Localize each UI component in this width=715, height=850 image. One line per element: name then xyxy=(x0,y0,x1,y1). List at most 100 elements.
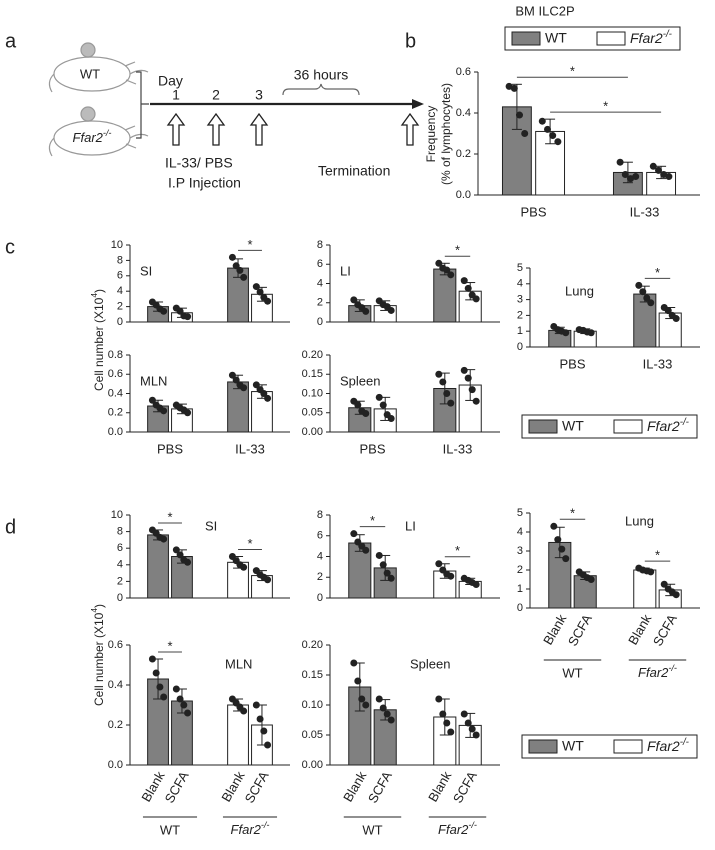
legend-swatch xyxy=(613,739,643,754)
x-tick-label: IL-33 xyxy=(630,204,660,219)
data-point xyxy=(375,695,383,703)
group-label: Ffar2-/- xyxy=(231,820,270,837)
text-part: Ffar2 xyxy=(231,822,262,837)
injection-arrows xyxy=(166,112,420,146)
data-point xyxy=(354,677,362,685)
data-point xyxy=(387,574,395,582)
data-point xyxy=(447,399,455,407)
arrow xyxy=(400,112,420,146)
data-point xyxy=(252,283,260,291)
text-part: Ffar2 xyxy=(438,822,469,837)
data-point xyxy=(362,701,370,709)
data-point xyxy=(562,329,570,337)
data-point xyxy=(587,576,595,583)
panel-label: a xyxy=(5,30,17,52)
significance-label: * xyxy=(167,509,172,524)
data-point xyxy=(160,693,168,701)
data-point xyxy=(362,546,370,554)
y-tick-label: 1 xyxy=(517,583,523,595)
bar-label: SCFA xyxy=(242,768,272,805)
significance-label: * xyxy=(247,237,252,252)
y-tick-label: 0.2 xyxy=(456,148,471,160)
y-tick-label: 8 xyxy=(117,254,123,266)
data-point xyxy=(350,659,358,667)
data-point xyxy=(543,125,551,133)
y-tick-label: 0.4 xyxy=(108,679,123,691)
termination: Termination xyxy=(318,163,390,179)
bar-label: SCFA xyxy=(650,611,680,648)
chart-title: Spleen xyxy=(340,373,380,388)
data-point xyxy=(447,728,455,736)
chart-title: Lung xyxy=(565,283,594,298)
y-tick-label: 0.20 xyxy=(302,639,323,651)
superscript: 4 xyxy=(89,293,99,298)
data-point xyxy=(260,727,268,735)
mouse-whiskers xyxy=(124,61,149,85)
y-tick-label: 2 xyxy=(517,564,523,576)
chart-title: LI xyxy=(405,518,416,533)
mouse-ear xyxy=(80,42,96,58)
bar xyxy=(501,106,532,196)
bracket xyxy=(136,71,149,139)
data-point xyxy=(439,378,447,386)
y-tick-label: 6 xyxy=(117,270,123,282)
superscript: 4 xyxy=(89,608,99,613)
legend-label: Ffar2-/- xyxy=(647,417,690,434)
data-point xyxy=(387,306,395,314)
mouse-label: Ffar2-/- xyxy=(73,128,112,145)
data-point xyxy=(443,266,451,274)
y-tick-label: 0.05 xyxy=(302,407,323,419)
legend-swatch xyxy=(528,419,558,434)
treatment: IL-33/ PBS xyxy=(165,155,233,171)
text-part: Ffar2 xyxy=(638,665,669,680)
significance-label: * xyxy=(455,543,460,558)
chart-title: SI xyxy=(140,263,152,278)
superscript: -/- xyxy=(663,29,673,40)
legend-label: Ffar2-/- xyxy=(647,737,690,754)
y-tick-label: 0 xyxy=(117,592,123,604)
significance-label: * xyxy=(370,513,375,528)
x-tick-label: PBS xyxy=(520,204,546,219)
data-point xyxy=(554,138,562,146)
superscript: -/- xyxy=(468,820,477,830)
data-point xyxy=(252,701,260,709)
data-point xyxy=(443,390,451,397)
group-label: WT xyxy=(362,822,382,837)
data-point xyxy=(550,522,558,530)
data-point xyxy=(439,710,447,718)
diagram-shapes xyxy=(48,42,360,157)
y-tick-label: 8 xyxy=(317,509,323,521)
data-point xyxy=(184,709,192,717)
y-tick-label: 2 xyxy=(117,575,123,587)
data-point xyxy=(148,655,156,663)
superscript: -/- xyxy=(261,820,270,830)
y-tick-label: 0.0 xyxy=(108,759,123,771)
data-point xyxy=(616,158,624,166)
data-point xyxy=(240,707,248,715)
text-part: Ffar2 xyxy=(630,30,663,46)
y-tick-label: 0.15 xyxy=(302,669,323,681)
data-point xyxy=(160,535,168,543)
x-tick-label: PBS xyxy=(359,441,385,456)
significance-label: * xyxy=(655,265,660,280)
y-tick-label: 8 xyxy=(317,239,323,251)
y-tick-label: 0 xyxy=(317,592,323,604)
data-point xyxy=(558,545,566,553)
day-label: Day xyxy=(158,73,183,89)
legend-swatch xyxy=(511,31,541,46)
data-point xyxy=(435,560,443,568)
superscript: -/- xyxy=(668,663,677,673)
mouse-whiskers xyxy=(124,125,149,149)
y-axis-label: Cell number (X104) xyxy=(89,604,106,706)
y-axis-label: Cell number (X104) xyxy=(89,289,106,391)
data-point xyxy=(379,401,387,409)
data-point xyxy=(549,132,557,140)
data-point xyxy=(510,84,518,92)
y-tick-label: 6 xyxy=(317,258,323,270)
data-point xyxy=(156,683,164,691)
legend-swatch xyxy=(613,419,643,434)
data-point xyxy=(516,111,524,119)
x-tick-label: PBS xyxy=(559,356,585,371)
y-tick-label: 8 xyxy=(117,526,123,538)
y-tick-label: 0.2 xyxy=(108,407,123,419)
